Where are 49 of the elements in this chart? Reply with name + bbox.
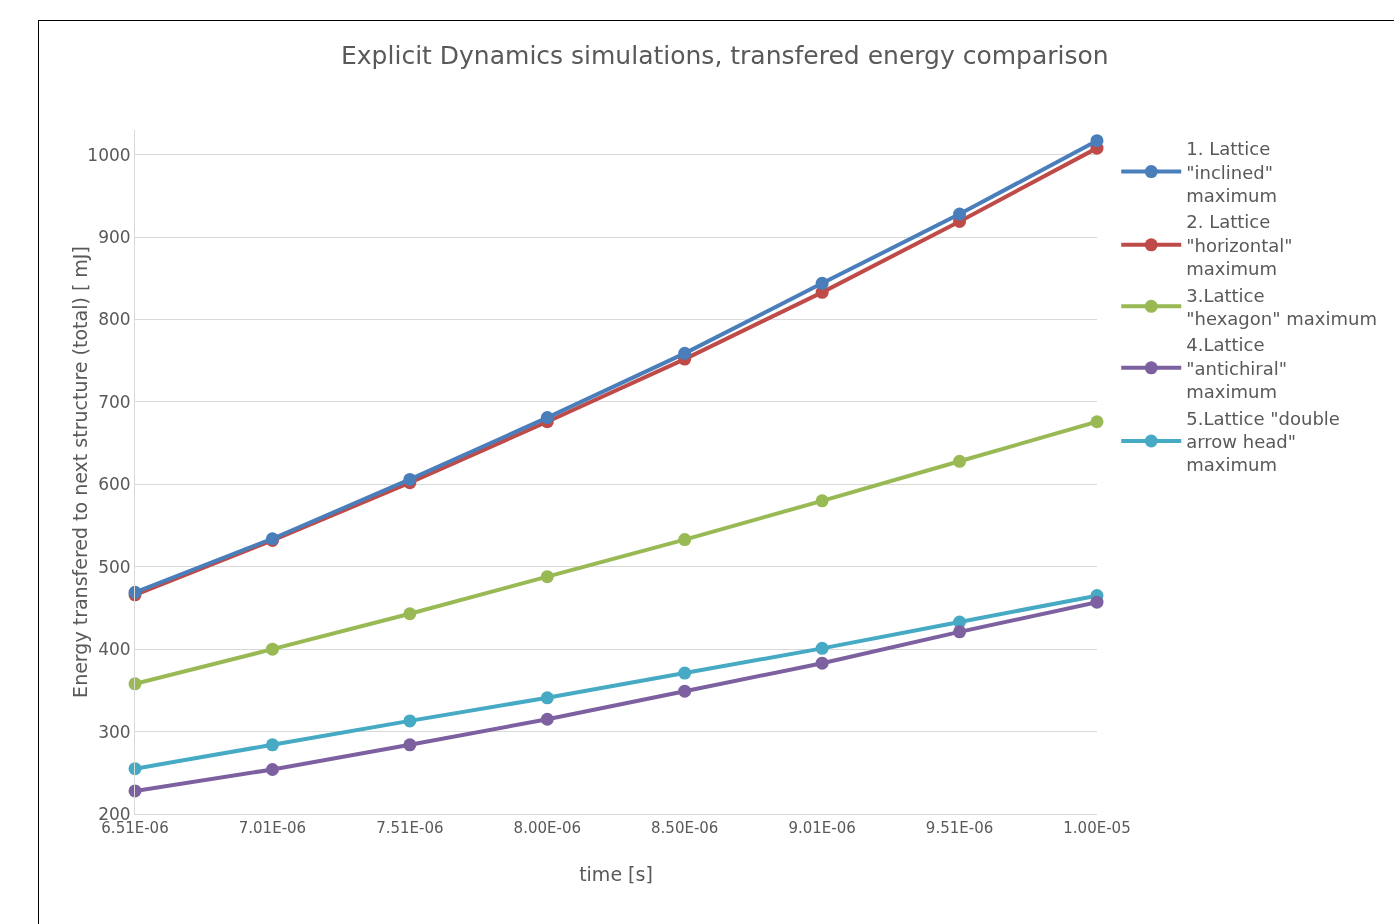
chart-title: Explicit Dynamics simulations, transfered energy comparison: [341, 40, 1109, 70]
point: [815, 276, 829, 290]
legend-label: 1. Lattice "inclined" maximum: [1186, 138, 1277, 207]
point: [678, 533, 692, 547]
legend-label: 2. Lattice "horizontal" maximum: [1186, 211, 1293, 280]
y-tick-label: 500: [98, 556, 131, 577]
y-tick-label: 300: [98, 721, 131, 742]
x-tick-label: 7.51E-06: [376, 819, 444, 837]
point: [403, 472, 417, 486]
point: [403, 738, 417, 752]
point: [1090, 595, 1104, 609]
point: [540, 712, 554, 726]
point: [953, 625, 967, 639]
point: [265, 642, 279, 656]
legend-label: 5.Lattice "double arrow head" maximum: [1186, 407, 1340, 476]
x-tick-label: 1.00E-05: [1063, 819, 1131, 837]
x-tick-label: 8.00E-06: [513, 819, 581, 837]
point: [815, 656, 829, 670]
point: [265, 738, 279, 752]
point: [815, 494, 829, 508]
point: [403, 607, 417, 621]
x-axis-title: time [s]: [579, 863, 653, 885]
point: [815, 641, 829, 655]
y-tick-label: 700: [98, 391, 131, 412]
point: [953, 207, 967, 221]
x-tick-label: 9.01E-06: [788, 819, 856, 837]
point: [953, 454, 967, 468]
legend-label: 3.Lattice "hexagon" maximum: [1186, 284, 1377, 330]
point: [265, 763, 279, 776]
point: [1090, 134, 1104, 148]
x-tick-label: 8.50E-06: [651, 819, 719, 837]
point: [540, 691, 554, 705]
y-tick-label: 800: [98, 309, 131, 330]
y-tick-label: 400: [98, 639, 131, 660]
point: [678, 684, 692, 698]
point: [678, 346, 692, 360]
y-tick-label: 900: [98, 227, 131, 248]
y-tick-label: 1000: [87, 144, 131, 165]
point: [1090, 415, 1104, 429]
point: [540, 411, 554, 425]
point: [678, 666, 692, 680]
point: [403, 714, 417, 728]
x-tick-label: 7.01E-06: [238, 819, 307, 837]
legend-label: 4.Lattice "antichiral" maximum: [1186, 334, 1288, 403]
y-tick-label: 600: [98, 474, 131, 495]
y-axis-title: Energy transfered to next structure (total) [ mJ]: [69, 246, 91, 698]
point: [540, 570, 554, 584]
x-tick-label: 6.51E-06: [101, 819, 169, 837]
x-tick-label: 9.51E-06: [925, 819, 994, 837]
